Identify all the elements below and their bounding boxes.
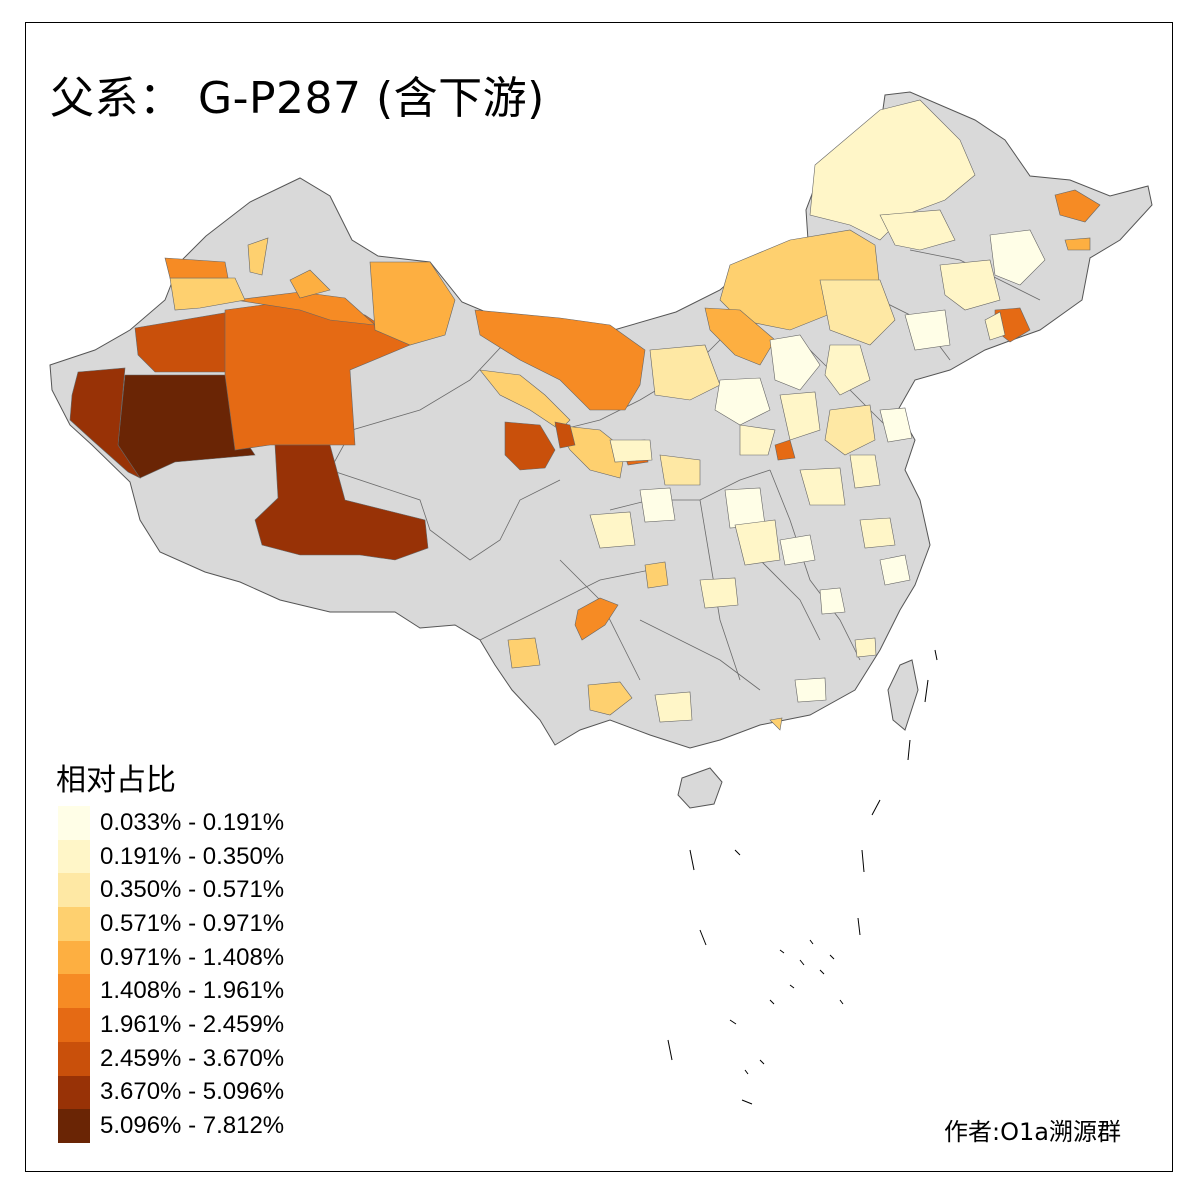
map-region xyxy=(474,309,646,411)
map-region xyxy=(134,311,236,373)
map-region xyxy=(799,467,846,506)
legend-item: 0.971% - 1.408% xyxy=(58,940,285,975)
legend: 0.033% - 0.191% 0.191% - 0.350% 0.350% -… xyxy=(58,806,284,1143)
legend-swatch xyxy=(58,1109,90,1143)
map-region xyxy=(649,344,721,401)
map-region xyxy=(164,257,229,279)
map-region xyxy=(819,587,846,615)
map-region xyxy=(859,517,896,549)
legend-label: 0.033% - 0.191% xyxy=(100,808,285,836)
map-region xyxy=(989,229,1046,286)
legend-item: 0.191% - 0.350% xyxy=(58,839,285,874)
legend-swatch xyxy=(58,806,90,840)
map-region xyxy=(704,307,776,366)
author-credit: 作者:O1a溯源群 xyxy=(944,1118,1121,1146)
south-china-sea-islands xyxy=(667,649,938,1105)
legend-swatch xyxy=(58,1008,90,1042)
legend-item: 5.096% - 7.812% xyxy=(58,1109,284,1143)
legend-label: 0.350% - 0.571% xyxy=(100,876,285,904)
legend-swatch xyxy=(58,907,90,941)
legend-item: 0.033% - 0.191% xyxy=(58,806,284,840)
map-region xyxy=(879,407,913,443)
legend-label: 1.961% - 2.459% xyxy=(100,1010,285,1038)
map-region xyxy=(714,377,771,426)
legend-item: 2.459% - 3.670% xyxy=(58,1041,285,1076)
map-region xyxy=(504,421,556,471)
legend-swatch xyxy=(58,873,90,908)
map-region xyxy=(939,259,1001,311)
legend-item: 1.961% - 2.459% xyxy=(58,1008,284,1042)
map-region xyxy=(819,279,896,346)
map-region xyxy=(739,424,776,456)
map-region xyxy=(659,454,701,486)
map-region xyxy=(507,637,541,669)
legend-swatch xyxy=(58,940,90,975)
map-region xyxy=(879,209,956,251)
legend-swatch xyxy=(58,1041,90,1076)
map-region xyxy=(654,691,693,723)
legend-swatch xyxy=(58,839,90,874)
legend-label: 0.971% - 1.408% xyxy=(100,943,285,971)
map-frame xyxy=(25,22,1173,1172)
taiwan-island xyxy=(887,659,919,731)
legend-item: 3.670% - 5.096% xyxy=(58,1075,285,1110)
legend-title: 相对占比 xyxy=(56,763,176,798)
map-region xyxy=(1064,237,1091,251)
map-region xyxy=(824,404,876,456)
map-region xyxy=(779,534,816,566)
map-region xyxy=(289,269,331,299)
legend-item: 0.350% - 0.571% xyxy=(58,873,285,908)
map-region xyxy=(369,261,456,346)
map-title: 父系： G-P287 (含下游) xyxy=(50,73,545,124)
legend-swatch xyxy=(58,1075,90,1110)
legend-item: 1.408% - 1.961% xyxy=(58,974,285,1009)
map-region xyxy=(589,511,636,549)
map-region xyxy=(794,677,827,703)
legend-label: 0.191% - 0.350% xyxy=(100,842,285,870)
map-region xyxy=(639,487,676,523)
map-region xyxy=(769,334,821,391)
map-region xyxy=(769,717,783,731)
legend-item: 0.571% - 0.971% xyxy=(58,907,284,941)
map-region xyxy=(574,597,619,641)
map-region xyxy=(734,519,781,566)
map-region xyxy=(247,237,269,276)
map-region xyxy=(554,421,576,449)
map-region xyxy=(587,681,633,716)
map-region xyxy=(824,344,871,396)
choropleth-regions xyxy=(69,99,1101,731)
legend-label: 1.408% - 1.961% xyxy=(100,977,285,1005)
map-region xyxy=(774,439,796,461)
map-region xyxy=(904,309,951,351)
legend-label: 2.459% - 3.670% xyxy=(100,1044,285,1072)
map-region xyxy=(849,454,881,489)
map-region xyxy=(984,311,1006,341)
map-region xyxy=(69,367,141,479)
map-region xyxy=(254,444,429,561)
map-region xyxy=(879,554,911,586)
map-region xyxy=(1054,189,1101,223)
map-region xyxy=(644,561,669,589)
map-region xyxy=(779,391,821,441)
hainan-island xyxy=(677,767,723,809)
map-region xyxy=(854,637,877,658)
map-region xyxy=(809,99,976,241)
legend-label: 0.571% - 0.971% xyxy=(100,909,285,937)
map-region xyxy=(609,439,653,463)
legend-swatch xyxy=(58,974,90,1009)
legend-label: 3.670% - 5.096% xyxy=(100,1078,285,1106)
legend-label: 5.096% - 7.812% xyxy=(100,1112,285,1140)
map-region xyxy=(699,577,739,609)
